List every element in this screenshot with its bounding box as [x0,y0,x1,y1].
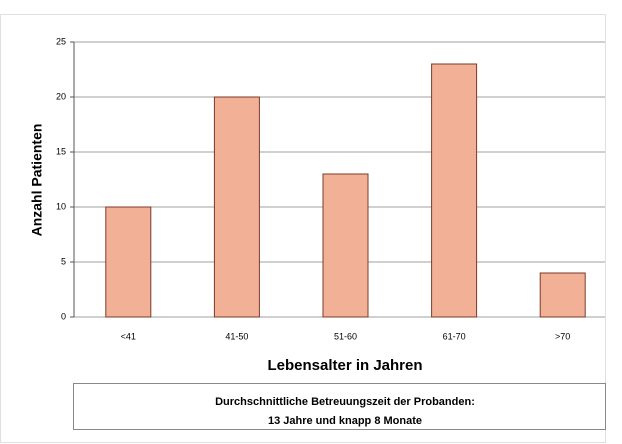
y-tick-label: 5 [61,256,66,266]
x-tick-label: 41-50 [225,331,248,341]
bar [431,63,478,318]
chart-frame [0,14,606,443]
x-tick-label: 51-60 [334,331,357,341]
y-tick-label: 10 [56,201,66,211]
y-tick-label: 25 [56,36,66,46]
x-tick-label: <41 [121,331,136,341]
y-tick-label: 15 [56,146,66,156]
x-axis-label: Lebensalter in Jahren [267,357,422,374]
y-tick-label: 0 [61,311,66,321]
bar [213,96,260,318]
annotation-line: Durchschnittliche Betreuungszeit der Pro… [215,396,475,408]
annotation-box [73,383,606,430]
x-tick-label: 61-70 [443,331,466,341]
bar [539,272,586,318]
bar [105,206,152,318]
y-axis-label: Anzahl Patienten [29,124,45,237]
annotation-line: 13 Jahre und knapp 8 Monate [268,415,422,427]
y-tick-label: 20 [56,91,66,101]
bar [322,173,369,318]
x-tick-label: >70 [555,331,570,341]
